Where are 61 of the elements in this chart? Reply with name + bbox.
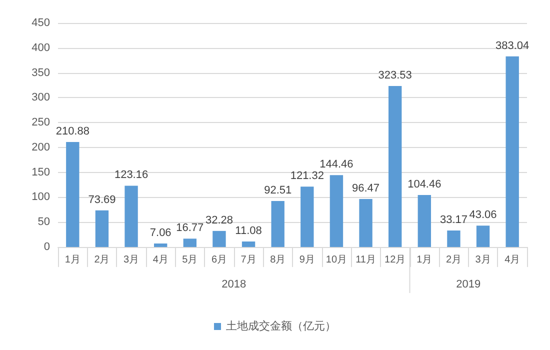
text: 2019 [456, 278, 481, 290]
y-tick-label: 450 [32, 17, 50, 29]
y-tick-label: 150 [32, 166, 50, 178]
x-tick-label: 1月 [64, 254, 80, 266]
x-tick-label: 10月 [326, 254, 348, 266]
bar [242, 241, 256, 247]
bar [95, 210, 109, 247]
y-tick-label: 0 [44, 241, 50, 253]
data-label: 323.53 [378, 69, 412, 82]
data-label: 73.69 [88, 194, 116, 206]
bar [124, 186, 138, 247]
bar [506, 56, 519, 247]
data-label: 383.04 [496, 40, 530, 52]
bar [300, 186, 314, 247]
text: 2018 [222, 278, 246, 290]
x-tick-label: 9月 [299, 254, 315, 266]
x-tick-label: 5月 [182, 254, 198, 266]
x-tick-label: 2月 [446, 254, 462, 266]
x-tick-label: 7月 [240, 254, 256, 266]
bar [388, 86, 402, 247]
data-label: 144.46 [320, 158, 354, 171]
bar [154, 243, 168, 247]
data-label: 92.51 [264, 184, 292, 196]
data-label: 16.77 [176, 222, 204, 234]
x-tick-label: 3月 [124, 254, 140, 266]
y-tick-label: 200 [32, 141, 50, 154]
bar [359, 198, 372, 247]
y-tick-label: 300 [32, 92, 50, 104]
x-tick-label: 4月 [152, 254, 168, 266]
x-tick-label: 2月 [94, 254, 110, 266]
data-label: 210.88 [56, 126, 90, 138]
bar [476, 226, 490, 247]
data-label: 7.06 [150, 226, 172, 239]
x-tick-label: 6月 [211, 254, 227, 266]
x-tick-label: 4月 [504, 254, 520, 266]
data-label: 96.47 [352, 182, 380, 194]
data-label: 43.06 [469, 209, 497, 222]
x-tick-label: 11月 [356, 254, 376, 266]
data-label: 104.46 [408, 178, 442, 190]
data-label: 123.16 [114, 169, 148, 182]
bar [212, 230, 226, 247]
data-label: 121.32 [290, 170, 324, 182]
bar [183, 238, 196, 247]
bar [271, 200, 284, 247]
bar [447, 230, 460, 247]
y-tick-label: 350 [32, 66, 50, 79]
data-label: 33.17 [440, 214, 468, 226]
y-tick-label: 250 [32, 116, 50, 129]
bar [330, 175, 344, 247]
y-tick-label: 50 [38, 216, 50, 228]
y-tick-label: 400 [32, 42, 50, 54]
x-tick-label: 12月 [384, 254, 406, 266]
legend-label: 土地成交金额（亿元） [226, 320, 336, 332]
bar [418, 195, 431, 247]
x-tick-label: 3月 [475, 254, 491, 266]
x-tick-label: 1月 [416, 254, 432, 266]
y-tick-label: 100 [32, 191, 50, 204]
data-label: 32.28 [205, 214, 233, 226]
data-label: 11.08 [235, 224, 262, 237]
x-tick-label: 8月 [270, 254, 286, 266]
bar [66, 142, 80, 247]
